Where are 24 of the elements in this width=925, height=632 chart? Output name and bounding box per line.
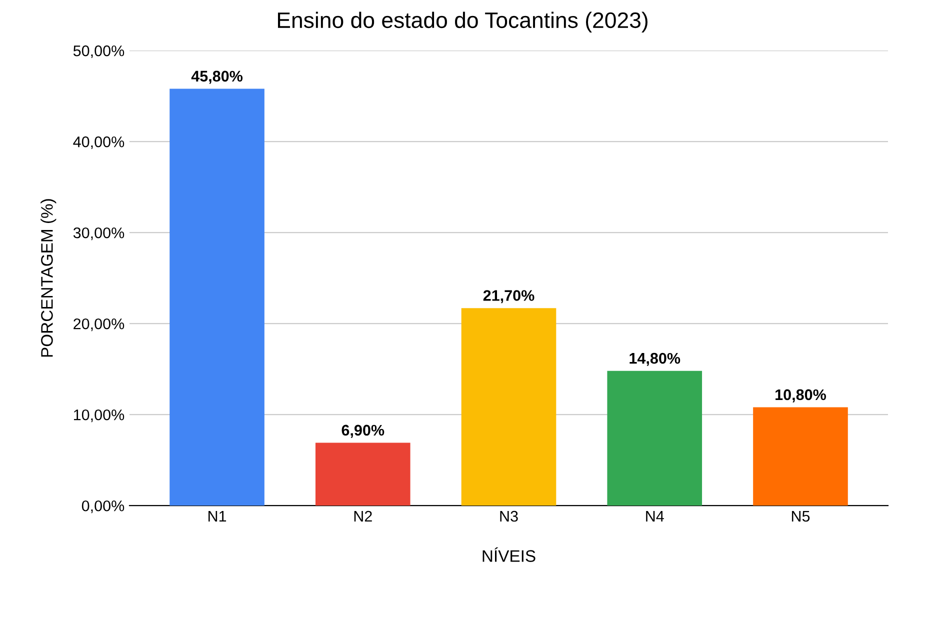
bar	[170, 88, 264, 506]
data-label: 14,80%	[630, 352, 680, 366]
x-tick-label: N3	[500, 510, 518, 522]
x-axis-title: NÍVEIS	[482, 547, 536, 562]
chart-title: Ensino do estado do Tocantins (2023)	[278, 12, 648, 32]
y-tick-label: 0,00%	[82, 500, 124, 514]
bar	[607, 370, 702, 506]
data-label: 6,90%	[342, 424, 384, 438]
data-label: 45,80%	[191, 70, 243, 84]
y-tick-label: 20,00%	[74, 318, 124, 332]
y-axis-title: PORCENTAGEM (%)	[40, 199, 56, 357]
x-tick-label: N4	[646, 511, 664, 522]
x-tick-label: N5	[792, 511, 810, 522]
bar	[461, 308, 556, 506]
y-tick-label: 50,00%	[73, 45, 124, 58]
x-tick-label: N1	[208, 511, 226, 522]
bar	[315, 442, 410, 506]
x-tick-label: N2	[354, 510, 372, 522]
data-label: 21,70%	[483, 290, 534, 304]
bar	[753, 407, 848, 506]
y-tick-label: 10,00%	[74, 409, 124, 422]
data-label: 10,80%	[776, 389, 826, 402]
y-tick-label: 30,00%	[73, 227, 124, 240]
y-tick-label: 40,00%	[73, 136, 124, 150]
